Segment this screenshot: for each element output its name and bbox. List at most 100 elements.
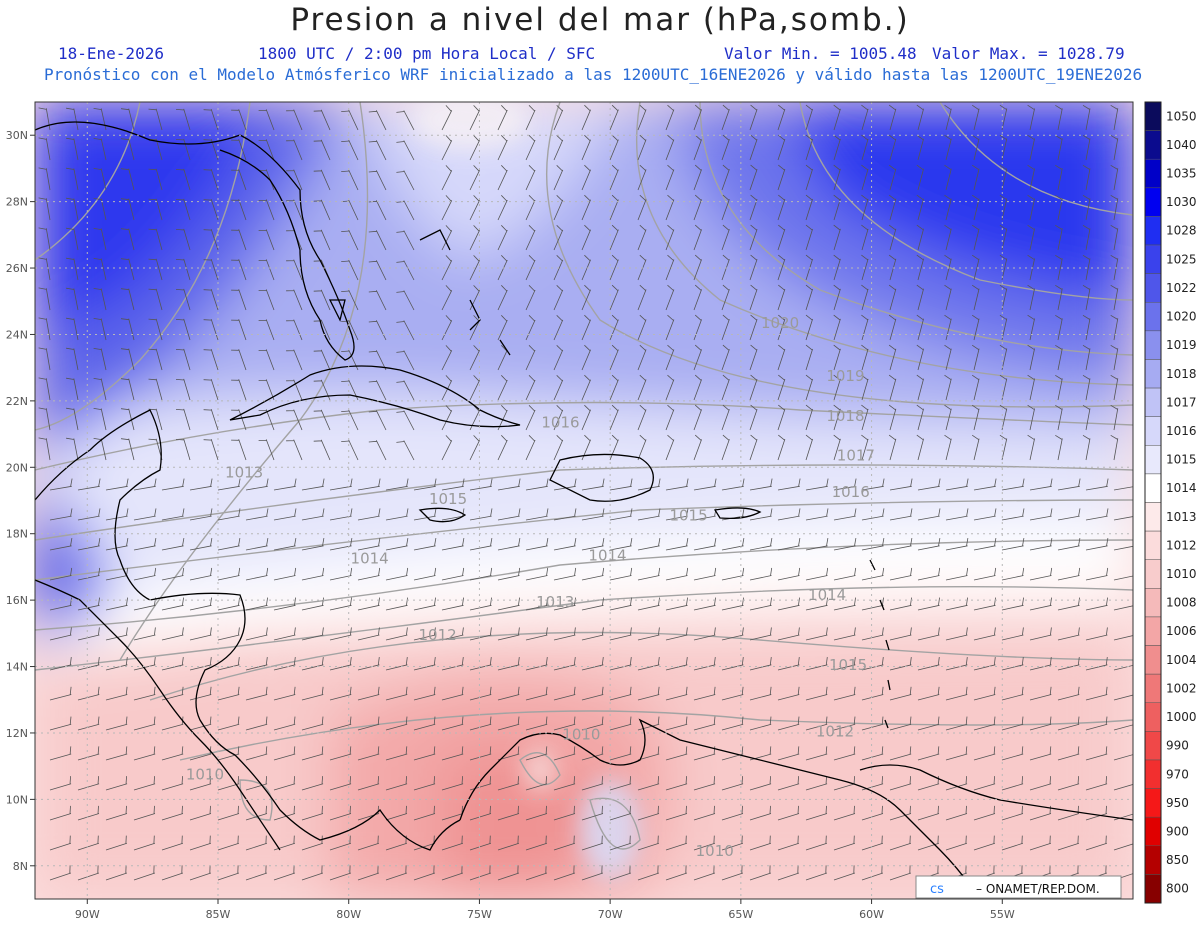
wind-barb <box>258 259 275 281</box>
wind-barb <box>1085 567 1109 581</box>
wind-barb <box>175 378 191 401</box>
wind-barb <box>777 865 800 881</box>
colorbar-swatch <box>1144 502 1162 532</box>
wind-barb <box>441 835 464 851</box>
isobar-label: 1014 <box>588 546 626 564</box>
wind-barb <box>553 508 577 521</box>
wind-barb <box>637 164 647 191</box>
wind-barb <box>385 508 409 521</box>
wind-barb <box>553 315 564 341</box>
wind-barb <box>999 404 1008 431</box>
wind-barb <box>637 374 647 401</box>
wind-barb <box>441 508 465 521</box>
wind-barb <box>441 865 464 881</box>
wind-barb <box>161 478 185 491</box>
wind-barb <box>553 538 577 551</box>
wind-barb <box>286 259 303 281</box>
wind-barb <box>77 657 100 671</box>
wind-barb <box>175 108 191 131</box>
wind-barb <box>49 597 72 611</box>
wind-barb <box>189 508 213 521</box>
wind-barb <box>497 315 508 341</box>
wind-barb <box>805 508 829 521</box>
wind-barb <box>1029 538 1053 551</box>
wind-barb <box>1113 516 1133 521</box>
lat-label: 18N <box>6 528 28 541</box>
wind-barb <box>805 194 813 221</box>
wind-barb <box>258 439 275 461</box>
wind-barb <box>258 139 275 161</box>
wind-barb <box>833 134 841 161</box>
wind-barb <box>66 437 79 461</box>
wind-barb <box>38 347 51 371</box>
wind-barb <box>553 597 576 611</box>
wind-barb <box>665 374 675 401</box>
wind-barb <box>888 224 897 251</box>
wind-barb <box>441 165 453 191</box>
wind-barb <box>749 597 772 611</box>
wind-barb <box>525 865 548 881</box>
wind-barb <box>497 776 520 791</box>
colorbar-label: 1000 <box>1166 710 1197 724</box>
wind-barb <box>525 746 548 761</box>
colorbar-swatch <box>1144 588 1162 618</box>
wind-barb <box>217 865 240 881</box>
wind-barb <box>469 716 492 731</box>
wind-barb <box>973 716 996 731</box>
wind-barb <box>945 686 968 701</box>
wind-barb <box>609 374 619 401</box>
wind-barb <box>469 835 492 851</box>
colorbar-swatch <box>1144 158 1162 189</box>
wind-barb <box>971 134 980 161</box>
wind-barb <box>273 567 297 581</box>
wind-barb <box>441 597 464 611</box>
wind-barb <box>133 865 156 881</box>
wind-barb <box>301 627 324 641</box>
wind-barb <box>105 805 128 821</box>
colorbar-label: 1017 <box>1166 395 1197 409</box>
wind-barb <box>609 746 632 761</box>
wind-barb <box>833 538 857 551</box>
wind-barb <box>469 508 493 521</box>
wind-barb <box>805 284 813 311</box>
colorbar-swatch <box>1144 244 1162 274</box>
wind-barb <box>1113 813 1133 821</box>
wind-barb <box>553 776 576 791</box>
wind-barb <box>1055 164 1063 191</box>
wind-barb <box>497 195 508 221</box>
wind-barb <box>161 657 184 671</box>
wind-barb <box>609 104 619 131</box>
wind-barb <box>120 228 135 251</box>
wind-barb <box>385 746 408 761</box>
wind-barb <box>721 254 730 281</box>
wind-barb <box>805 597 828 611</box>
wind-barb <box>721 597 744 611</box>
wind-barb <box>693 686 716 701</box>
wind-barb <box>497 135 508 161</box>
wind-barb <box>105 716 128 731</box>
wind-barb <box>441 225 453 251</box>
wind-barb <box>665 746 688 761</box>
wind-barb <box>945 597 968 611</box>
wind-barb <box>49 508 73 521</box>
wind-barb <box>441 135 453 161</box>
wind-barb <box>805 404 813 431</box>
isobar-label: 1015 <box>829 656 867 674</box>
wind-barb <box>1001 657 1024 671</box>
wind-barb <box>805 104 813 131</box>
wind-barb <box>1027 104 1035 131</box>
wind-barb <box>313 409 331 431</box>
wind-barb <box>861 508 885 521</box>
wind-barb <box>441 195 453 221</box>
colorbar-frame <box>1144 101 1162 904</box>
wind-barb <box>581 805 604 821</box>
wind-barb <box>1055 284 1063 311</box>
wind-barb <box>665 686 688 701</box>
wind-barb <box>231 229 247 251</box>
wind-barb <box>777 314 786 341</box>
wind-barb <box>413 776 436 791</box>
wind-barb <box>133 776 156 791</box>
colorbar-swatch <box>1144 616 1162 646</box>
wind-barb <box>38 227 51 251</box>
